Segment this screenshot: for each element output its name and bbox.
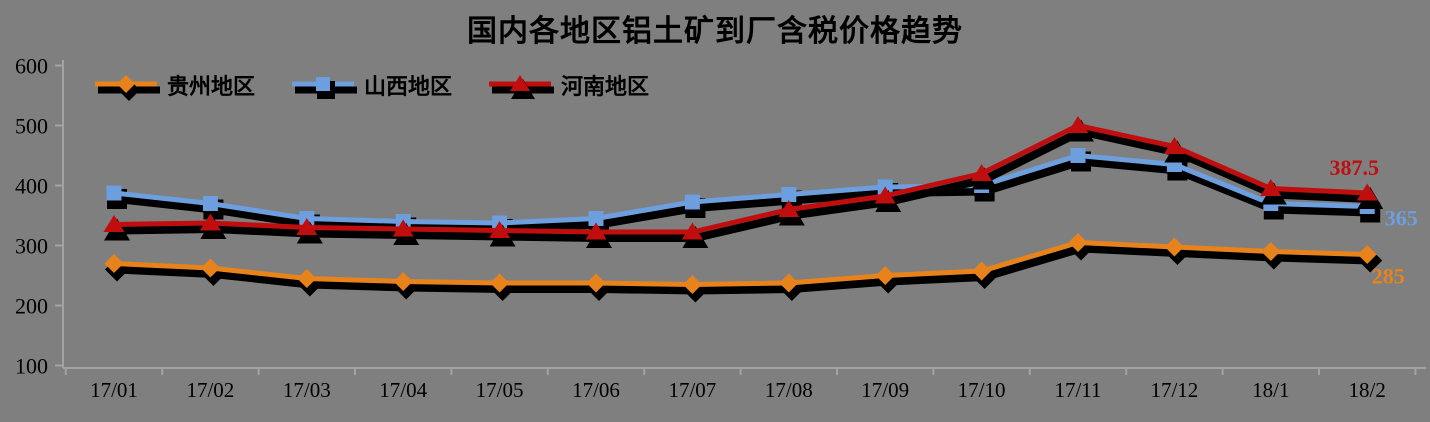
series-end-label: 387.5 bbox=[1329, 155, 1379, 180]
chart-title: 国内各地区铝土矿到厂含税价格趋势 bbox=[467, 15, 963, 48]
x-axis-label: 17/09 bbox=[861, 378, 909, 402]
triangle-marker-icon bbox=[971, 164, 993, 181]
series-end-label: 365 bbox=[1385, 206, 1418, 231]
diamond-marker-icon bbox=[490, 273, 510, 293]
legend: 贵州地区 山西地区 河南地区 bbox=[92, 72, 649, 102]
legend-key bbox=[95, 75, 160, 101]
diamond-marker-icon bbox=[1068, 233, 1088, 252]
triangle-marker-icon bbox=[1356, 183, 1378, 201]
x-axis-label: 17/06 bbox=[572, 378, 620, 402]
diamond-marker-icon bbox=[1357, 245, 1377, 264]
series-line bbox=[111, 240, 1370, 287]
triangle-marker-icon bbox=[199, 213, 221, 231]
y-axis-label: 600 bbox=[15, 54, 48, 79]
triangle-marker-icon bbox=[489, 221, 511, 238]
legend-item: 河南地区 bbox=[486, 72, 649, 102]
x-axis-label: 18/2 bbox=[1349, 378, 1386, 402]
legend-item: 山西地区 bbox=[289, 72, 452, 102]
triangle-marker-icon bbox=[681, 222, 703, 240]
series-line-shadow bbox=[113, 127, 1375, 242]
diamond-marker-icon bbox=[117, 75, 135, 93]
diamond-marker-icon bbox=[297, 269, 317, 288]
y-axis-label: 400 bbox=[15, 174, 48, 199]
x-axis-label: 17/08 bbox=[765, 378, 813, 402]
x-axis-label: 17/04 bbox=[379, 378, 427, 402]
square-marker-icon bbox=[781, 187, 797, 202]
x-axis-label: 18/1 bbox=[1252, 378, 1289, 402]
series-line-shadow bbox=[113, 157, 1375, 233]
triangle-marker-icon bbox=[296, 218, 318, 235]
diamond-marker-icon bbox=[875, 266, 895, 285]
x-axis-label: 17/02 bbox=[186, 378, 234, 402]
diamond-marker-icon bbox=[682, 275, 702, 294]
x-axis-label: 17/05 bbox=[476, 378, 524, 402]
diamond-marker-icon bbox=[972, 261, 992, 281]
triangle-marker-icon bbox=[1163, 137, 1185, 154]
triangle-marker-icon bbox=[1260, 179, 1282, 196]
legend-key bbox=[292, 77, 358, 99]
x-axis-label: 17/07 bbox=[668, 378, 716, 402]
x-axis-label: 17/10 bbox=[958, 378, 1006, 402]
triangle-marker-icon bbox=[585, 222, 607, 240]
series-line-shadow bbox=[113, 244, 1375, 295]
legend-key bbox=[489, 75, 555, 99]
legend-label: 贵州地区 bbox=[167, 74, 256, 99]
y-axis-label: 300 bbox=[15, 234, 48, 259]
triangle-marker-icon bbox=[392, 219, 414, 237]
triangle-marker-icon bbox=[510, 75, 531, 91]
triangle-marker-icon bbox=[103, 215, 125, 232]
x-axis-label: 17/12 bbox=[1150, 378, 1198, 402]
triangle-marker-icon bbox=[874, 186, 896, 204]
y-axis-label: 500 bbox=[15, 114, 48, 139]
diamond-marker-icon bbox=[1164, 237, 1184, 257]
diamond-marker-icon bbox=[104, 254, 124, 273]
legend-item: 贵州地区 bbox=[92, 72, 255, 102]
triangle-marker-icon bbox=[1067, 116, 1089, 133]
triangle-marker-icon bbox=[778, 200, 800, 217]
series-line bbox=[111, 123, 1370, 235]
diamond-marker-icon bbox=[393, 272, 413, 291]
legend-label: 河南地区 bbox=[561, 74, 650, 99]
diamond-marker-icon bbox=[779, 273, 799, 293]
diamond-marker-icon bbox=[200, 258, 220, 278]
square-marker-icon bbox=[684, 194, 700, 210]
y-axis-label: 200 bbox=[15, 294, 48, 319]
square-marker-icon bbox=[106, 185, 122, 201]
series-end-label: 285 bbox=[1372, 264, 1405, 289]
square-marker-icon bbox=[202, 196, 218, 211]
legend-label: 山西地区 bbox=[364, 74, 453, 99]
series-line bbox=[111, 153, 1370, 226]
x-axis-label: 17/01 bbox=[90, 378, 138, 402]
square-marker-icon bbox=[1070, 148, 1086, 163]
diamond-marker-icon bbox=[1261, 242, 1281, 261]
diamond-marker-icon bbox=[586, 273, 606, 293]
square-marker-icon bbox=[316, 77, 331, 91]
x-axis-label: 17/03 bbox=[283, 378, 331, 402]
x-axis-label: 17/11 bbox=[1054, 378, 1101, 402]
y-axis-label: 100 bbox=[15, 354, 48, 379]
square-marker-icon bbox=[588, 211, 604, 226]
